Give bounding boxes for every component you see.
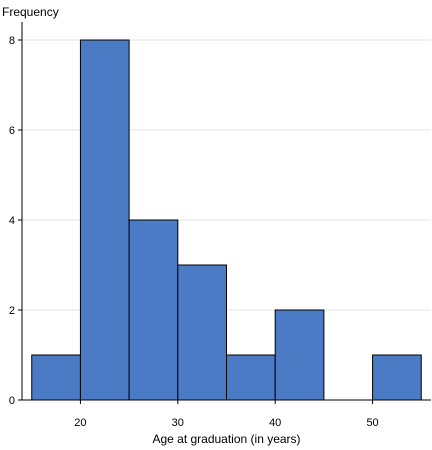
y-tick-label-4: 4 bbox=[9, 215, 15, 227]
x-tick-label-50: 50 bbox=[366, 417, 378, 429]
y-tick-label-6: 6 bbox=[9, 125, 15, 137]
histogram-bar-20-25 bbox=[79, 39, 130, 401]
histogram-bar-50-55 bbox=[372, 354, 422, 401]
histogram-bar-25-30 bbox=[128, 219, 179, 401]
histogram-bar-35-40 bbox=[226, 354, 276, 401]
y-axis-title: Frequency bbox=[2, 5, 59, 19]
histogram-bar-15-20 bbox=[31, 354, 81, 401]
x-axis-ticks: 20 30 40 50 bbox=[74, 400, 379, 429]
y-axis-ticks: 0 2 4 6 8 bbox=[9, 35, 22, 407]
histogram-bar-40-45 bbox=[274, 309, 325, 401]
x-tick-label-40: 40 bbox=[269, 417, 281, 429]
histogram-bar-30-35 bbox=[177, 264, 227, 401]
y-tick-label-0: 0 bbox=[9, 395, 15, 407]
x-tick-label-20: 20 bbox=[74, 417, 86, 429]
y-tick-label-2: 2 bbox=[9, 305, 15, 317]
x-tick-label-30: 30 bbox=[172, 417, 184, 429]
x-axis-title: Age at graduation (in years) bbox=[152, 432, 300, 446]
y-tick-label-8: 8 bbox=[9, 35, 15, 47]
